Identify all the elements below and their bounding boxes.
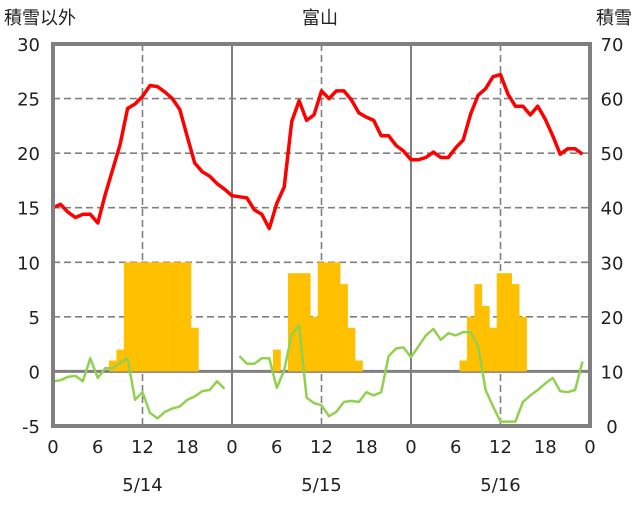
left-tick-label: 5 (29, 308, 40, 329)
right-tick-label: 30 (601, 253, 624, 274)
right-tick-label: 60 (601, 90, 624, 111)
left-tick-label: -5 (22, 417, 40, 438)
x-tick-label: 6 (271, 437, 282, 458)
precip-bar (340, 284, 348, 372)
x-tick-label: 0 (405, 437, 416, 458)
precip-bar (310, 316, 319, 372)
x-tick-label: 12 (489, 437, 512, 458)
precip-bar (153, 262, 162, 372)
precip-bar (347, 327, 356, 372)
right-tick-label: 10 (601, 362, 624, 383)
precip-bar (325, 262, 333, 372)
precip-bar (116, 349, 125, 372)
precip-bar (176, 262, 184, 372)
precip-bar (138, 262, 147, 372)
precip-bar (481, 305, 490, 372)
x-tick-label: 0 (226, 437, 237, 458)
left-axis-label: 積雪以外 (4, 8, 76, 29)
precip-bar (108, 360, 117, 372)
x-tick-label: 18 (176, 437, 199, 458)
precip-bar (183, 262, 192, 372)
x-tick-label: 12 (131, 437, 154, 458)
right-tick-label: 50 (601, 144, 624, 165)
x-tick-label: 18 (355, 437, 378, 458)
precip-bar (496, 273, 505, 372)
left-tick-label: 0 (29, 362, 40, 383)
day-label: 5/16 (480, 475, 520, 496)
precip-bar (123, 262, 132, 372)
left-tick-label: 30 (17, 35, 40, 56)
left-tick-label: 15 (17, 199, 40, 220)
x-tick-label: 6 (92, 437, 103, 458)
day-label: 5/14 (122, 475, 162, 496)
precip-bar (131, 262, 140, 372)
x-tick-label: 0 (584, 437, 595, 458)
right-tick-label: 20 (601, 308, 624, 329)
precip-bar (168, 262, 177, 372)
x-tick-label: 6 (450, 437, 461, 458)
precip-bar (474, 284, 483, 372)
x-tick-label: 12 (310, 437, 333, 458)
right-tick-label: 40 (601, 199, 624, 220)
precip-bar (190, 327, 199, 372)
right-axis-label: 積雪 (596, 8, 632, 29)
left-tick-label: 25 (17, 90, 40, 111)
precip-bar (459, 360, 468, 372)
precip-bar (519, 316, 527, 372)
plot-frame (51, 42, 592, 428)
precip-bar (504, 273, 512, 372)
precip-bar (287, 273, 296, 372)
precip-bar (146, 262, 154, 372)
precip-bar (489, 327, 498, 372)
precip-bar (317, 262, 326, 372)
x-tick-label: 0 (47, 437, 58, 458)
chart-title: 富山 (302, 8, 338, 29)
precip-bar (161, 262, 169, 372)
precip-bar (511, 284, 520, 372)
precip-bar (302, 273, 311, 372)
right-tick-label: 70 (601, 35, 624, 56)
left-tick-label: 20 (17, 144, 40, 165)
precip-bar (273, 349, 281, 372)
day-label: 5/15 (301, 475, 341, 496)
right-tick-label: 0 (606, 417, 617, 438)
red-series-line (52, 72, 584, 231)
green-series-line (52, 324, 584, 423)
precip-bar (332, 262, 341, 372)
precip-bar (295, 273, 304, 372)
x-tick-label: 18 (534, 437, 557, 458)
precip-bar (355, 360, 363, 372)
precip-bar (466, 316, 475, 372)
left-tick-label: 10 (17, 253, 40, 274)
